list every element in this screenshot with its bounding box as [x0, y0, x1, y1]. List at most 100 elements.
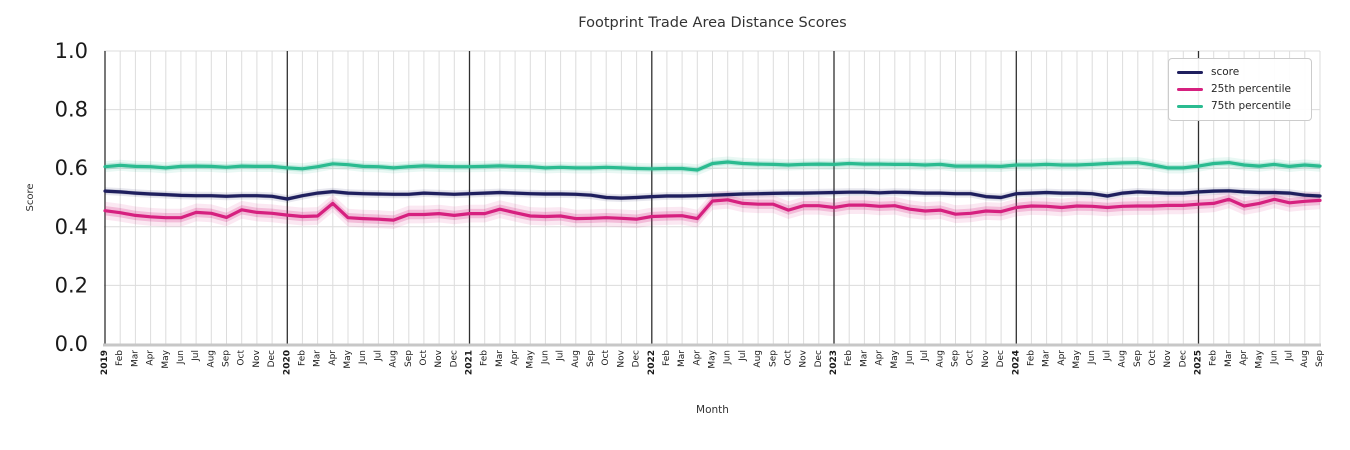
- legend: score 25th percentile 75th percentile: [1168, 58, 1312, 121]
- x-tick-label: Jun: [1269, 350, 1279, 365]
- x-tick-label: Nov: [616, 349, 626, 367]
- 75th-percentile-line-swatch: [1177, 104, 1203, 109]
- x-tick-label: Dec: [267, 350, 277, 367]
- x-tick-label: Mar: [677, 350, 687, 367]
- chart-title: Footprint Trade Area Distance Scores: [578, 15, 847, 31]
- x-tick-label: Feb: [480, 350, 490, 366]
- x-tick-label: Sep: [404, 350, 414, 367]
- y-tick-label: 0.0: [55, 332, 88, 356]
- x-tick-label: Apr: [510, 350, 520, 366]
- x-tick-label: Jul: [738, 350, 748, 362]
- legend-item-75th-percentile: 75th percentile: [1177, 100, 1303, 113]
- y-tick-label: 0.8: [55, 98, 88, 122]
- x-tick-label: May: [890, 349, 900, 368]
- x-tick-label: Jul: [191, 350, 201, 362]
- x-tick-label: Sep: [222, 350, 232, 367]
- x-tick-label: Nov: [981, 349, 991, 367]
- x-tick-label: Sep: [951, 350, 961, 367]
- x-tick-label: Dec: [449, 350, 459, 367]
- x-tick-label: Nov: [1163, 349, 1173, 367]
- x-tick-label: Aug: [571, 350, 581, 368]
- x-tick-label: Apr: [328, 350, 338, 366]
- x-tick-label: Jul: [373, 350, 383, 362]
- x-tick-label: Feb: [844, 350, 854, 366]
- x-tick-label: Aug: [389, 350, 399, 368]
- x-tick-label: Oct: [966, 350, 976, 366]
- legend-label-score: score: [1211, 66, 1240, 78]
- x-tick-label: May: [343, 349, 353, 368]
- x-tick-label: Feb: [297, 350, 307, 366]
- x-tick-label: May: [161, 349, 171, 368]
- x-tick-label: Aug: [753, 350, 763, 368]
- y-tick-label: 1.0: [55, 39, 88, 63]
- x-tick-label: May: [1072, 349, 1082, 368]
- x-tick-label: Jun: [540, 350, 550, 365]
- x-tick-label: Jun: [723, 350, 733, 365]
- x-tick-label: Dec: [996, 350, 1006, 367]
- x-tick-label: 2023: [829, 350, 839, 375]
- legend-item-25th-percentile: 25th percentile: [1177, 83, 1303, 96]
- x-tick-label: Jun: [358, 350, 368, 365]
- x-tick-label: Nov: [799, 349, 809, 367]
- x-tick-label: Feb: [1209, 350, 1219, 366]
- x-tick-label: 2020: [282, 350, 292, 375]
- 25th-percentile-line-swatch: [1177, 87, 1203, 92]
- x-tick-label: Nov: [434, 349, 444, 367]
- x-tick-label: Sep: [768, 350, 778, 367]
- x-tick-label: Dec: [1178, 350, 1188, 367]
- x-tick-label: Nov: [252, 349, 262, 367]
- x-tick-label: 2024: [1011, 350, 1021, 375]
- x-tick-label: Feb: [662, 350, 672, 366]
- y-tick-label: 0.4: [55, 215, 88, 239]
- x-tick-label: Dec: [814, 350, 824, 367]
- x-tick-label: Apr: [1057, 350, 1067, 366]
- x-tick-label: Sep: [586, 350, 596, 367]
- x-tick-label: Jun: [905, 350, 915, 365]
- x-tick-label: Aug: [206, 350, 216, 368]
- x-tick-label: Aug: [1300, 350, 1310, 368]
- x-tick-label: Sep: [1315, 350, 1325, 367]
- x-tick-label: Oct: [783, 350, 793, 366]
- x-tick-label: Apr: [692, 350, 702, 366]
- x-tick-label: 2022: [647, 350, 657, 375]
- x-tick-label: May: [1254, 349, 1264, 368]
- legend-item-score: score: [1177, 66, 1303, 79]
- x-tick-label: Apr: [875, 350, 885, 366]
- x-tick-label: Jul: [1285, 350, 1295, 362]
- x-tick-label: May: [708, 349, 718, 368]
- x-tick-label: Mar: [495, 350, 505, 367]
- y-axis-label: Score: [25, 183, 36, 211]
- y-tick-label: 0.6: [55, 156, 88, 180]
- x-tick-label: Jun: [1087, 350, 1097, 365]
- legend-label-75th-percentile: 75th percentile: [1211, 100, 1291, 112]
- x-tick-label: Aug: [1118, 350, 1128, 368]
- x-tick-label: Mar: [1224, 350, 1234, 367]
- x-tick-label: Oct: [1148, 350, 1158, 366]
- legend-label-25th-percentile: 25th percentile: [1211, 83, 1291, 95]
- x-tick-label: Oct: [419, 350, 429, 366]
- x-tick-label: Dec: [632, 350, 642, 367]
- x-axis-label: Month: [696, 404, 729, 416]
- x-tick-label: Jul: [556, 350, 566, 362]
- x-tick-label: Feb: [115, 350, 125, 366]
- x-tick-label: May: [525, 349, 535, 368]
- x-tick-label: 2019: [100, 350, 110, 375]
- x-tick-label: Mar: [130, 350, 140, 367]
- x-tick-label: Jul: [920, 350, 930, 362]
- x-tick-label: Oct: [237, 350, 247, 366]
- x-tick-label: 2025: [1194, 350, 1204, 375]
- x-tick-label: Oct: [601, 350, 611, 366]
- x-tick-label: Sep: [1133, 350, 1143, 367]
- x-tick-label: Mar: [313, 350, 323, 367]
- x-tick-label: Apr: [146, 350, 156, 366]
- x-tick-label: Feb: [1026, 350, 1036, 366]
- x-tick-label: Aug: [935, 350, 945, 368]
- x-tick-label: Mar: [1042, 350, 1052, 367]
- x-tick-label: Jul: [1102, 350, 1112, 362]
- x-tick-label: Mar: [859, 350, 869, 367]
- x-tick-label: Apr: [1239, 350, 1249, 366]
- x-tick-label: 2021: [465, 350, 475, 375]
- x-tick-label: Jun: [176, 350, 186, 365]
